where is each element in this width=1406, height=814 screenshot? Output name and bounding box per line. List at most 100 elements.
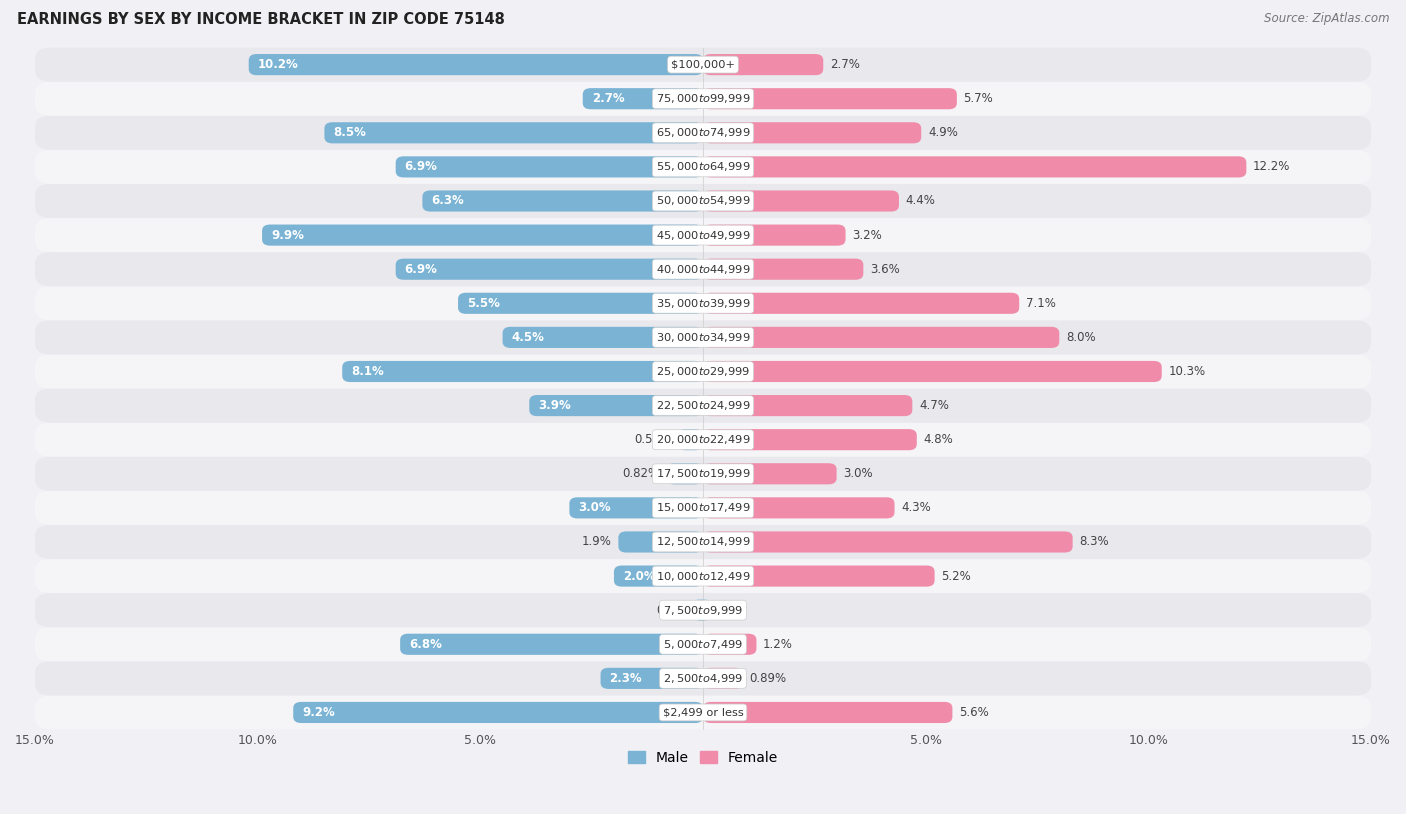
FancyBboxPatch shape bbox=[502, 326, 703, 348]
Text: 3.2%: 3.2% bbox=[852, 229, 882, 242]
Text: 4.4%: 4.4% bbox=[905, 195, 935, 208]
FancyBboxPatch shape bbox=[569, 497, 703, 519]
Text: $5,000 to $7,499: $5,000 to $7,499 bbox=[664, 637, 742, 650]
Text: 3.0%: 3.0% bbox=[844, 467, 873, 480]
FancyBboxPatch shape bbox=[666, 463, 703, 484]
FancyBboxPatch shape bbox=[262, 225, 703, 246]
FancyBboxPatch shape bbox=[35, 150, 1371, 184]
Text: 3.6%: 3.6% bbox=[870, 263, 900, 276]
FancyBboxPatch shape bbox=[703, 122, 921, 143]
FancyBboxPatch shape bbox=[703, 156, 1246, 177]
FancyBboxPatch shape bbox=[35, 661, 1371, 695]
FancyBboxPatch shape bbox=[35, 695, 1371, 729]
FancyBboxPatch shape bbox=[703, 88, 957, 109]
Text: 4.3%: 4.3% bbox=[901, 501, 931, 514]
FancyBboxPatch shape bbox=[35, 287, 1371, 321]
FancyBboxPatch shape bbox=[703, 566, 935, 587]
FancyBboxPatch shape bbox=[695, 600, 709, 621]
Text: 4.7%: 4.7% bbox=[920, 399, 949, 412]
Text: $12,500 to $14,999: $12,500 to $14,999 bbox=[655, 536, 751, 549]
Text: 2.7%: 2.7% bbox=[592, 92, 624, 105]
FancyBboxPatch shape bbox=[703, 293, 1019, 314]
Text: $75,000 to $99,999: $75,000 to $99,999 bbox=[655, 92, 751, 105]
Text: 6.9%: 6.9% bbox=[405, 263, 437, 276]
FancyBboxPatch shape bbox=[35, 81, 1371, 116]
Text: 9.9%: 9.9% bbox=[271, 229, 304, 242]
Text: 5.5%: 5.5% bbox=[467, 297, 499, 310]
FancyBboxPatch shape bbox=[529, 395, 703, 416]
Text: 8.0%: 8.0% bbox=[1066, 330, 1095, 344]
FancyBboxPatch shape bbox=[342, 361, 703, 382]
Text: 6.9%: 6.9% bbox=[405, 160, 437, 173]
Text: 4.8%: 4.8% bbox=[924, 433, 953, 446]
Text: 5.2%: 5.2% bbox=[941, 570, 972, 583]
Text: 5.7%: 5.7% bbox=[963, 92, 993, 105]
FancyBboxPatch shape bbox=[35, 388, 1371, 422]
FancyBboxPatch shape bbox=[458, 293, 703, 314]
FancyBboxPatch shape bbox=[703, 54, 824, 75]
FancyBboxPatch shape bbox=[35, 457, 1371, 491]
FancyBboxPatch shape bbox=[678, 429, 703, 450]
Text: $30,000 to $34,999: $30,000 to $34,999 bbox=[655, 330, 751, 344]
FancyBboxPatch shape bbox=[703, 463, 837, 484]
FancyBboxPatch shape bbox=[35, 321, 1371, 354]
FancyBboxPatch shape bbox=[703, 326, 1059, 348]
FancyBboxPatch shape bbox=[614, 566, 703, 587]
Text: $10,000 to $12,499: $10,000 to $12,499 bbox=[655, 570, 751, 583]
Text: 10.3%: 10.3% bbox=[1168, 365, 1205, 378]
Text: $65,000 to $74,999: $65,000 to $74,999 bbox=[655, 126, 751, 139]
Text: 10.2%: 10.2% bbox=[257, 58, 298, 71]
Text: 4.9%: 4.9% bbox=[928, 126, 957, 139]
Text: 2.0%: 2.0% bbox=[623, 570, 655, 583]
Text: 6.3%: 6.3% bbox=[432, 195, 464, 208]
Text: Source: ZipAtlas.com: Source: ZipAtlas.com bbox=[1264, 12, 1389, 25]
FancyBboxPatch shape bbox=[294, 702, 703, 723]
Text: 0.06%: 0.06% bbox=[657, 604, 693, 617]
FancyBboxPatch shape bbox=[395, 259, 703, 280]
Text: 6.8%: 6.8% bbox=[409, 637, 441, 650]
Text: $7,500 to $9,999: $7,500 to $9,999 bbox=[664, 604, 742, 617]
Text: $15,000 to $17,499: $15,000 to $17,499 bbox=[655, 501, 751, 514]
FancyBboxPatch shape bbox=[422, 190, 703, 212]
FancyBboxPatch shape bbox=[703, 361, 1161, 382]
Text: 1.9%: 1.9% bbox=[582, 536, 612, 549]
Text: $22,500 to $24,999: $22,500 to $24,999 bbox=[655, 399, 751, 412]
Text: $40,000 to $44,999: $40,000 to $44,999 bbox=[655, 263, 751, 276]
Text: 12.2%: 12.2% bbox=[1253, 160, 1291, 173]
FancyBboxPatch shape bbox=[703, 429, 917, 450]
Text: 0.89%: 0.89% bbox=[749, 672, 786, 685]
Text: 9.2%: 9.2% bbox=[302, 706, 335, 719]
FancyBboxPatch shape bbox=[703, 497, 894, 519]
Text: 0.57%: 0.57% bbox=[634, 433, 671, 446]
Text: 4.5%: 4.5% bbox=[512, 330, 544, 344]
FancyBboxPatch shape bbox=[703, 259, 863, 280]
Text: $25,000 to $29,999: $25,000 to $29,999 bbox=[655, 365, 751, 378]
Text: 3.0%: 3.0% bbox=[578, 501, 612, 514]
Text: 5.6%: 5.6% bbox=[959, 706, 988, 719]
Text: 8.5%: 8.5% bbox=[333, 126, 366, 139]
FancyBboxPatch shape bbox=[35, 491, 1371, 525]
FancyBboxPatch shape bbox=[35, 628, 1371, 661]
FancyBboxPatch shape bbox=[35, 116, 1371, 150]
Text: 2.3%: 2.3% bbox=[609, 672, 643, 685]
FancyBboxPatch shape bbox=[703, 633, 756, 654]
FancyBboxPatch shape bbox=[619, 532, 703, 553]
Text: 2.7%: 2.7% bbox=[830, 58, 860, 71]
FancyBboxPatch shape bbox=[703, 667, 742, 689]
FancyBboxPatch shape bbox=[35, 47, 1371, 81]
FancyBboxPatch shape bbox=[35, 218, 1371, 252]
FancyBboxPatch shape bbox=[35, 559, 1371, 593]
FancyBboxPatch shape bbox=[325, 122, 703, 143]
Text: 1.2%: 1.2% bbox=[763, 637, 793, 650]
FancyBboxPatch shape bbox=[249, 54, 703, 75]
Text: 8.3%: 8.3% bbox=[1080, 536, 1109, 549]
FancyBboxPatch shape bbox=[600, 667, 703, 689]
Text: $50,000 to $54,999: $50,000 to $54,999 bbox=[655, 195, 751, 208]
Text: $55,000 to $64,999: $55,000 to $64,999 bbox=[655, 160, 751, 173]
Text: 3.9%: 3.9% bbox=[538, 399, 571, 412]
Text: $35,000 to $39,999: $35,000 to $39,999 bbox=[655, 297, 751, 310]
Text: $20,000 to $22,499: $20,000 to $22,499 bbox=[655, 433, 751, 446]
FancyBboxPatch shape bbox=[703, 190, 898, 212]
Text: EARNINGS BY SEX BY INCOME BRACKET IN ZIP CODE 75148: EARNINGS BY SEX BY INCOME BRACKET IN ZIP… bbox=[17, 12, 505, 27]
Text: 7.1%: 7.1% bbox=[1026, 297, 1056, 310]
